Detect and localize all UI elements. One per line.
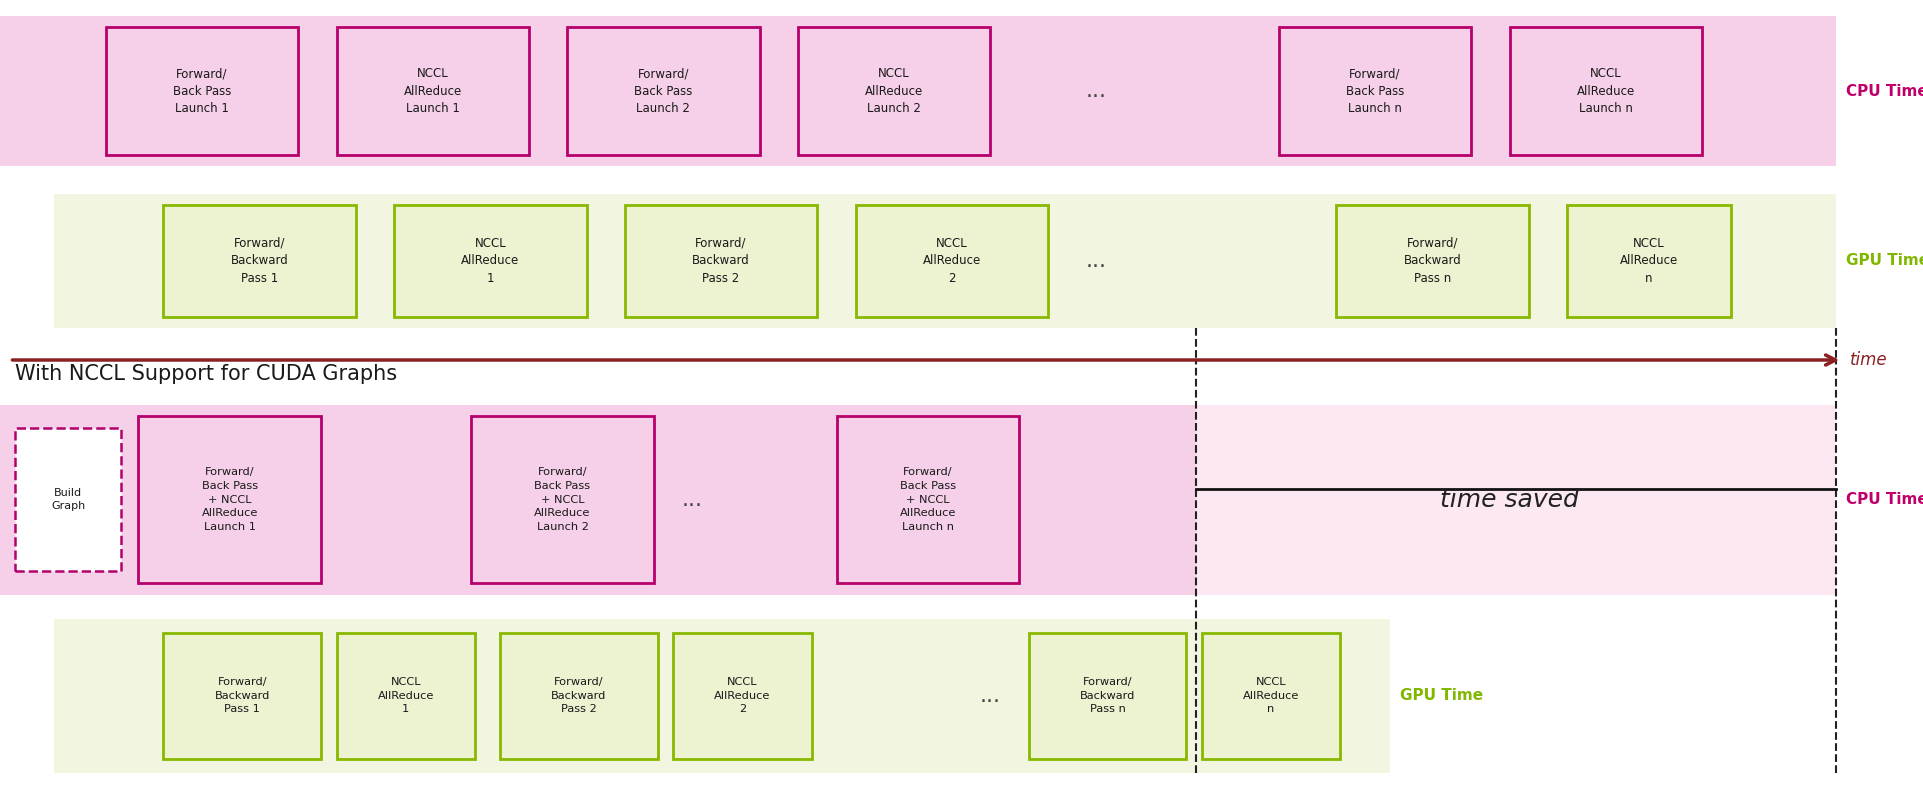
Text: CPU Time: CPU Time xyxy=(1846,83,1923,99)
Text: Forward/
Backward
Pass n: Forward/ Backward Pass n xyxy=(1081,677,1135,714)
FancyBboxPatch shape xyxy=(1029,633,1186,759)
FancyBboxPatch shape xyxy=(673,633,812,759)
FancyBboxPatch shape xyxy=(15,428,121,571)
FancyBboxPatch shape xyxy=(1196,404,1836,595)
FancyBboxPatch shape xyxy=(1279,27,1471,155)
Text: Forward/
Back Pass
Launch 1: Forward/ Back Pass Launch 1 xyxy=(173,67,231,115)
Text: Forward/
Backward
Pass 1: Forward/ Backward Pass 1 xyxy=(231,237,288,285)
FancyBboxPatch shape xyxy=(0,16,1836,166)
FancyBboxPatch shape xyxy=(471,416,654,583)
FancyBboxPatch shape xyxy=(138,416,321,583)
Text: time saved: time saved xyxy=(1440,488,1579,512)
Text: Build
Graph: Build Graph xyxy=(52,488,85,511)
Text: GPU Time: GPU Time xyxy=(1846,253,1923,269)
FancyBboxPatch shape xyxy=(163,633,321,759)
Text: CPU Time: CPU Time xyxy=(1846,492,1923,507)
FancyBboxPatch shape xyxy=(54,194,1836,328)
Text: time: time xyxy=(1850,351,1888,369)
FancyBboxPatch shape xyxy=(394,205,587,317)
FancyBboxPatch shape xyxy=(337,27,529,155)
FancyBboxPatch shape xyxy=(54,619,1390,773)
Text: Forward/
Back Pass
+ NCCL
AllReduce
Launch 2: Forward/ Back Pass + NCCL AllReduce Laun… xyxy=(535,468,590,532)
FancyBboxPatch shape xyxy=(1336,205,1529,317)
FancyBboxPatch shape xyxy=(0,404,1836,595)
FancyBboxPatch shape xyxy=(106,27,298,155)
FancyBboxPatch shape xyxy=(837,416,1019,583)
FancyBboxPatch shape xyxy=(567,27,760,155)
Text: ...: ... xyxy=(981,686,1000,705)
Text: Forward/
Backward
Pass 2: Forward/ Backward Pass 2 xyxy=(552,677,606,714)
Text: NCCL
AllReduce
n: NCCL AllReduce n xyxy=(1242,677,1300,714)
FancyBboxPatch shape xyxy=(1567,205,1731,317)
Text: NCCL
AllReduce
1: NCCL AllReduce 1 xyxy=(377,677,435,714)
Text: Forward/
Backward
Pass 2: Forward/ Backward Pass 2 xyxy=(692,237,750,285)
Text: ...: ... xyxy=(1086,251,1106,271)
Text: Forward/
Backward
Pass n: Forward/ Backward Pass n xyxy=(1404,237,1461,285)
Text: Forward/
Back Pass
+ NCCL
AllReduce
Launch 1: Forward/ Back Pass + NCCL AllReduce Laun… xyxy=(202,468,258,532)
Text: Forward/
Backward
Pass 1: Forward/ Backward Pass 1 xyxy=(215,677,269,714)
Text: Forward/
Back Pass
Launch 2: Forward/ Back Pass Launch 2 xyxy=(635,67,692,115)
Text: NCCL
AllReduce
2: NCCL AllReduce 2 xyxy=(713,677,771,714)
Text: ...: ... xyxy=(1086,81,1106,101)
FancyBboxPatch shape xyxy=(1510,27,1702,155)
Text: NCCL
AllReduce
1: NCCL AllReduce 1 xyxy=(462,237,519,285)
FancyBboxPatch shape xyxy=(500,633,658,759)
Text: Forward/
Back Pass
Launch n: Forward/ Back Pass Launch n xyxy=(1346,67,1404,115)
Text: Forward/
Back Pass
+ NCCL
AllReduce
Launch n: Forward/ Back Pass + NCCL AllReduce Laun… xyxy=(900,468,956,532)
Text: ...: ... xyxy=(683,489,702,510)
FancyBboxPatch shape xyxy=(856,205,1048,317)
Text: GPU Time: GPU Time xyxy=(1400,688,1483,703)
Text: NCCL
AllReduce
2: NCCL AllReduce 2 xyxy=(923,237,981,285)
FancyBboxPatch shape xyxy=(337,633,475,759)
FancyBboxPatch shape xyxy=(163,205,356,317)
Text: With NCCL Support for CUDA Graphs: With NCCL Support for CUDA Graphs xyxy=(15,364,398,384)
Text: NCCL
AllReduce
Launch 1: NCCL AllReduce Launch 1 xyxy=(404,67,462,115)
Text: NCCL
AllReduce
n: NCCL AllReduce n xyxy=(1619,237,1679,285)
FancyBboxPatch shape xyxy=(798,27,990,155)
Text: NCCL
AllReduce
Launch n: NCCL AllReduce Launch n xyxy=(1577,67,1635,115)
FancyBboxPatch shape xyxy=(625,205,817,317)
FancyBboxPatch shape xyxy=(1202,633,1340,759)
Text: NCCL
AllReduce
Launch 2: NCCL AllReduce Launch 2 xyxy=(865,67,923,115)
